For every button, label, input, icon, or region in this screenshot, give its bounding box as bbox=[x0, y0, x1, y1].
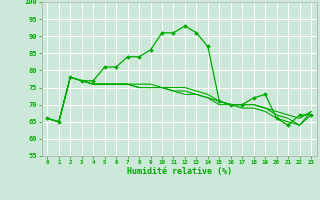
X-axis label: Humidité relative (%): Humidité relative (%) bbox=[127, 167, 232, 176]
